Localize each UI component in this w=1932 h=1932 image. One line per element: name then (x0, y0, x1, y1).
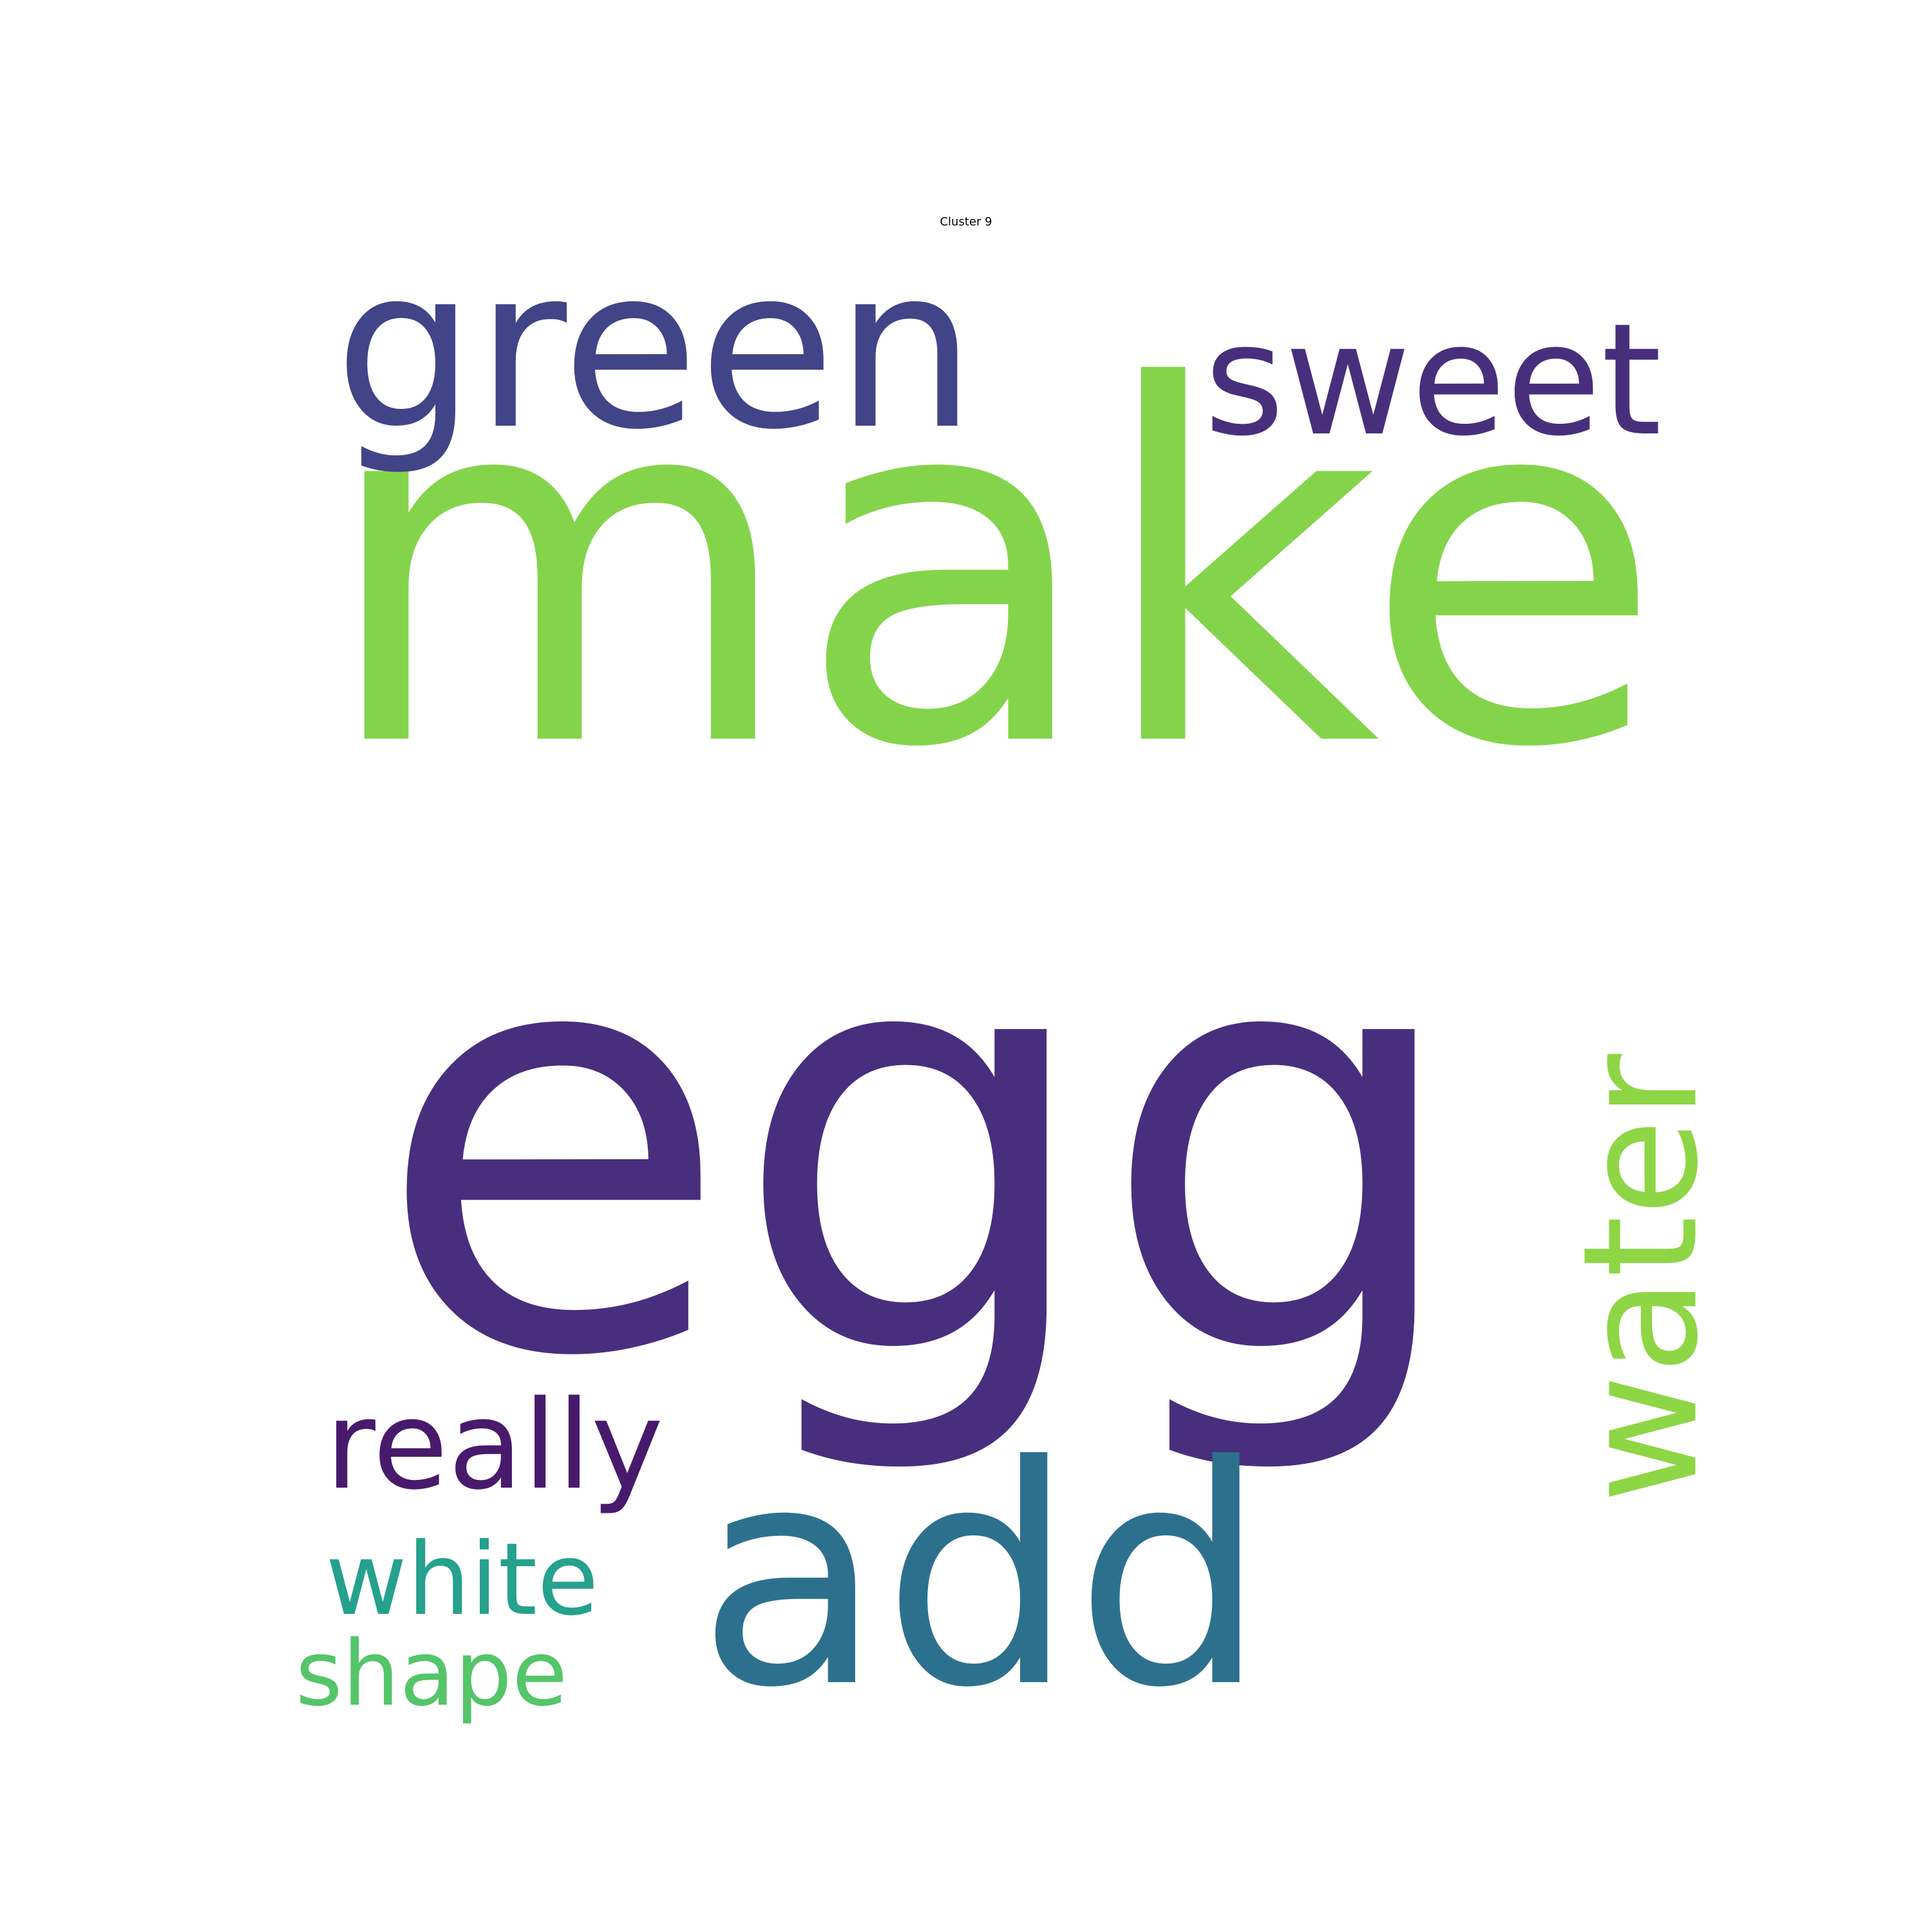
word-green: green (334, 220, 976, 478)
word-add: add (697, 1401, 1267, 1754)
word-really: really (325, 1374, 664, 1517)
word-sweet: sweet (1204, 290, 1662, 470)
word-shape: shape (295, 1622, 568, 1727)
word-water: water (1549, 1053, 1733, 1504)
word-make: make (319, 285, 1664, 855)
word-white: white (325, 1521, 599, 1638)
word-egg: egg (374, 809, 1468, 1483)
chart-title: Cluster 9 (940, 215, 992, 229)
